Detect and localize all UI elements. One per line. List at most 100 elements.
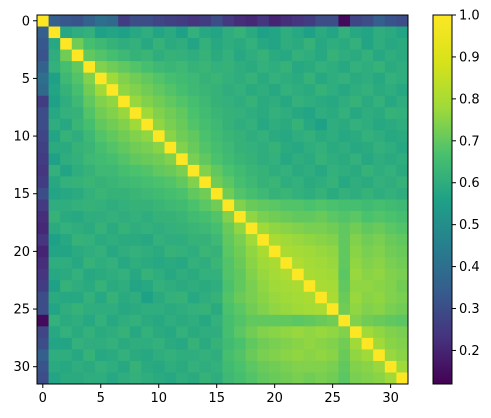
heatmap-cell	[384, 61, 397, 74]
heatmap-cell	[373, 280, 386, 293]
heatmap-cell	[83, 153, 96, 166]
heatmap-cell	[176, 222, 189, 235]
heatmap-cell	[152, 222, 165, 235]
heatmap-cell	[94, 303, 107, 316]
heatmap-cell	[384, 337, 397, 350]
heatmap-cell	[71, 280, 84, 293]
heatmap-cell	[176, 360, 189, 373]
heatmap-cell	[384, 211, 397, 223]
heatmap-cell	[176, 130, 189, 143]
heatmap-cell	[268, 26, 281, 39]
heatmap-cell	[37, 349, 49, 362]
heatmap-cell	[315, 314, 328, 327]
heatmap-cell	[384, 118, 397, 131]
heatmap-cell	[257, 280, 270, 293]
heatmap-cell	[396, 360, 409, 373]
heatmap-cell	[373, 107, 386, 120]
heatmap-cell	[338, 257, 351, 270]
heatmap-cell	[257, 326, 270, 339]
heatmap-cell	[210, 222, 223, 235]
heatmap-cell	[268, 187, 281, 200]
heatmap-cell	[83, 314, 96, 327]
heatmap-cell	[338, 349, 351, 362]
heatmap-cell	[199, 326, 212, 339]
heatmap-cell	[280, 303, 293, 316]
heatmap-cell	[373, 245, 386, 258]
heatmap-cell	[141, 291, 154, 304]
heatmap-cell	[280, 268, 293, 281]
heatmap-cell	[37, 153, 49, 166]
heatmap-cell	[257, 314, 270, 327]
heatmap-cell	[176, 26, 189, 39]
heatmap-cell	[187, 303, 200, 316]
heatmap-cell	[48, 84, 61, 97]
heatmap-cell	[60, 141, 73, 154]
heatmap-cell	[315, 222, 328, 235]
heatmap-cell	[152, 349, 165, 362]
heatmap-cell	[257, 49, 270, 62]
heatmap-cell	[245, 245, 258, 258]
heatmap-cell	[326, 372, 339, 385]
heatmap-cell	[361, 360, 374, 373]
heatmap-cell	[152, 38, 165, 50]
heatmap-cell	[338, 268, 351, 281]
heatmap-cell	[210, 314, 223, 327]
heatmap-cell	[361, 257, 374, 270]
heatmap-cell	[384, 349, 397, 362]
heatmap-cell	[71, 61, 84, 74]
heatmap-cell	[37, 291, 49, 304]
heatmap-cell	[37, 303, 49, 316]
heatmap-cell	[129, 199, 142, 212]
heatmap-cell	[48, 49, 61, 62]
colorbar-tick-label: 0.4	[459, 260, 480, 275]
heatmap-cell	[257, 291, 270, 304]
heatmap-cell	[222, 222, 235, 235]
heatmap-cell	[245, 326, 258, 339]
heatmap-cell	[326, 268, 339, 281]
heatmap-cell	[234, 38, 247, 50]
heatmap-cell	[94, 84, 107, 97]
heatmap-cell	[315, 107, 328, 120]
heatmap-cell	[199, 349, 212, 362]
heatmap-cell	[222, 84, 235, 97]
heatmap-cell	[176, 199, 189, 212]
heatmap-cell	[326, 360, 339, 373]
heatmap-cell	[245, 222, 258, 235]
heatmap-cell	[199, 49, 212, 62]
heatmap-cell	[71, 314, 84, 327]
heatmap-cell	[94, 26, 107, 39]
heatmap-cell	[48, 360, 61, 373]
heatmap-cell	[315, 268, 328, 281]
heatmap-cell	[257, 118, 270, 131]
heatmap-cell	[71, 107, 84, 120]
heatmap-cell	[48, 280, 61, 293]
heatmap-cell	[257, 257, 270, 270]
heatmap-cell	[234, 199, 247, 212]
heatmap-cell	[303, 268, 316, 281]
heatmap-cell	[280, 199, 293, 212]
heatmap-cell	[257, 349, 270, 362]
heatmap-cell	[106, 26, 119, 39]
x-tick-label: 15	[208, 391, 225, 406]
heatmap-cell	[48, 222, 61, 235]
heatmap-cell	[315, 349, 328, 362]
heatmap-cell	[176, 95, 189, 108]
heatmap-cell	[199, 245, 212, 258]
heatmap-cell	[338, 303, 351, 316]
heatmap-cell	[280, 372, 293, 385]
heatmap-cell	[60, 84, 73, 97]
heatmap-cell	[373, 234, 386, 247]
heatmap-cell	[106, 199, 119, 212]
y-axis: 0 5 10 15 20 25 30	[13, 14, 37, 375]
colorbar-gradient	[432, 14, 453, 385]
heatmap-cell	[384, 72, 397, 85]
heatmap-cell	[315, 280, 328, 293]
heatmap-cell	[199, 141, 212, 154]
heatmap-cell	[396, 222, 409, 235]
heatmap-cell	[257, 234, 270, 247]
heatmap-cell	[361, 303, 374, 316]
heatmap-cell	[48, 95, 61, 108]
heatmap-cell	[129, 303, 142, 316]
heatmap-cell	[326, 141, 339, 154]
heatmap-cell	[176, 211, 189, 223]
